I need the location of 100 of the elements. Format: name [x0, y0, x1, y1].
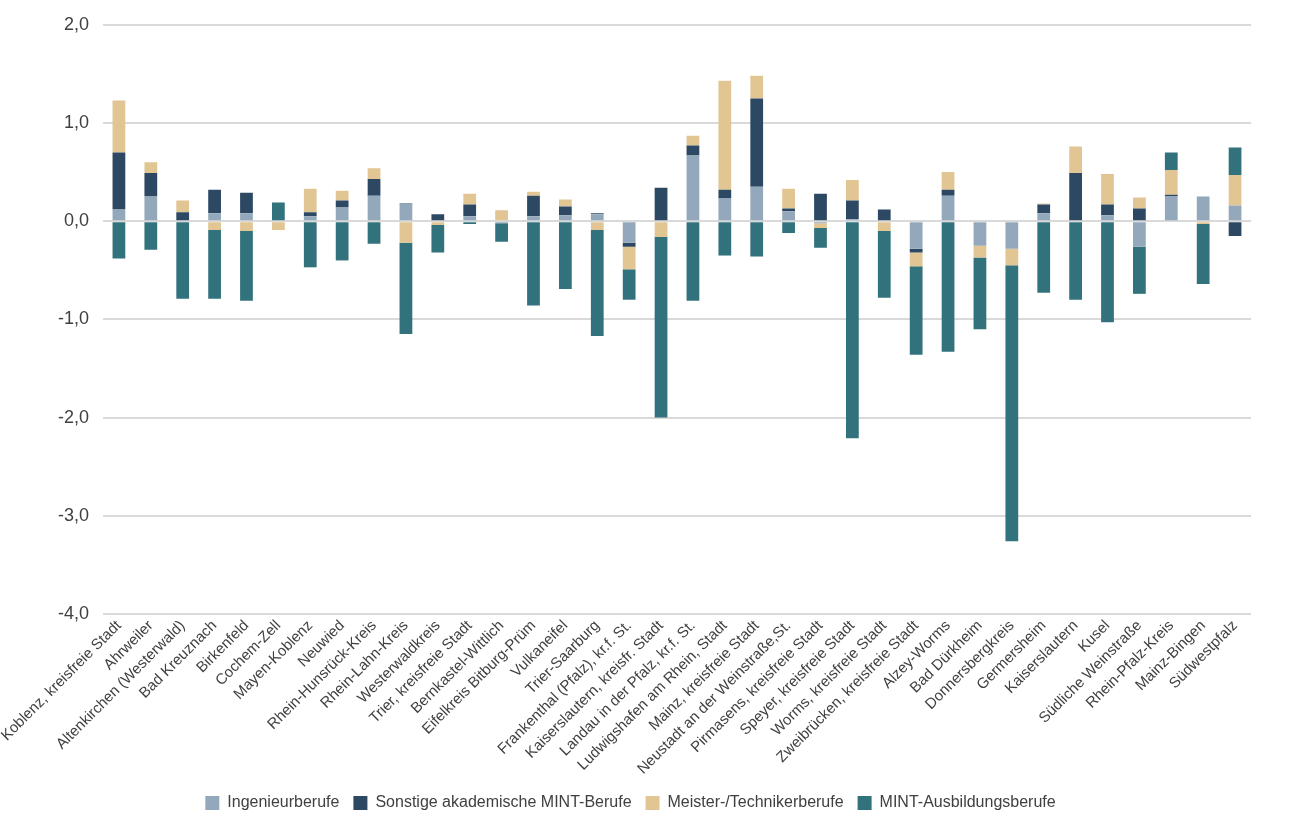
- bar: [1005, 222, 1019, 249]
- bar: [1005, 248, 1019, 266]
- bar: [1133, 246, 1146, 294]
- bar: [1133, 197, 1146, 209]
- bar: [877, 230, 891, 298]
- bar: [463, 204, 477, 217]
- bar: [463, 216, 477, 221]
- bar: [527, 216, 540, 221]
- bar: [559, 215, 572, 221]
- bar: [909, 252, 923, 267]
- bar: [1037, 222, 1051, 293]
- bar: [112, 209, 126, 221]
- bar: [208, 230, 221, 299]
- y-tick-label: -2,0: [57, 406, 89, 427]
- bar: [718, 80, 732, 190]
- bar: [399, 242, 413, 335]
- bar: [303, 188, 317, 213]
- y-tick-label: -3,0: [57, 504, 89, 525]
- bar: [718, 222, 732, 256]
- bar: [814, 228, 827, 248]
- y-tick-label: 1,0: [63, 111, 89, 132]
- bar: [782, 211, 795, 221]
- bar: [112, 100, 126, 153]
- bar: [240, 222, 253, 231]
- bar: [877, 222, 891, 231]
- bar: [1069, 222, 1082, 300]
- bar: [144, 222, 158, 250]
- bar: [208, 222, 221, 231]
- bar: [622, 269, 636, 300]
- bar: [941, 189, 955, 196]
- bar: [750, 186, 764, 221]
- y-tick-label: -4,0: [57, 602, 89, 623]
- bar: [1133, 222, 1146, 247]
- bar: [622, 222, 636, 243]
- bar: [846, 179, 859, 201]
- bar: [750, 98, 764, 187]
- bar: [1101, 204, 1114, 216]
- bar: [240, 213, 253, 221]
- bar: [622, 242, 636, 247]
- bar: [686, 155, 700, 221]
- bar: [1196, 224, 1210, 285]
- bar: [431, 222, 445, 226]
- bar: [303, 212, 317, 217]
- bar: [144, 162, 158, 174]
- bar: [367, 195, 381, 221]
- bar: [367, 222, 381, 244]
- bar: [1164, 152, 1178, 171]
- bar: [176, 212, 190, 221]
- bar: [367, 178, 381, 196]
- bar: [750, 222, 764, 257]
- bar: [399, 222, 413, 243]
- bar: [1069, 173, 1082, 221]
- legend-label: Ingenieurberufe: [227, 793, 340, 811]
- bar: [973, 222, 987, 246]
- bar: [686, 222, 700, 301]
- bar: [367, 168, 381, 179]
- bar: [1228, 205, 1242, 221]
- bar: [559, 206, 572, 216]
- bar: [463, 193, 477, 205]
- bar: [846, 222, 859, 439]
- bar: [814, 223, 827, 229]
- bar: [112, 152, 126, 210]
- bar: [877, 209, 891, 221]
- bar: [208, 189, 221, 214]
- bar: [240, 192, 253, 214]
- bar: [495, 210, 508, 221]
- bar: [782, 208, 795, 212]
- bar: [240, 230, 253, 301]
- bar: [1228, 147, 1242, 176]
- bar: [590, 222, 604, 231]
- bar: [941, 172, 955, 190]
- bar: [527, 191, 540, 196]
- bar: [1164, 170, 1178, 195]
- bar: [335, 222, 349, 261]
- bar: [1196, 196, 1210, 221]
- bar: [941, 222, 955, 352]
- bar: [1101, 174, 1114, 205]
- bar: [590, 214, 604, 221]
- bar: [112, 222, 126, 259]
- bar: [1069, 146, 1082, 174]
- bar: [654, 222, 668, 237]
- legend-label: Meister-/Technikerberufe: [667, 793, 844, 811]
- bar: [718, 198, 732, 221]
- bar: [176, 222, 190, 299]
- bar: [1228, 222, 1242, 236]
- bar: [1037, 204, 1051, 214]
- bar: [271, 202, 285, 221]
- bar: [527, 222, 540, 306]
- bar: [559, 222, 572, 289]
- bar: [654, 236, 668, 418]
- bar: [1005, 265, 1019, 542]
- bar: [1133, 208, 1146, 221]
- bar: [654, 187, 668, 221]
- bar: [431, 214, 445, 221]
- bar: [1101, 222, 1114, 323]
- y-tick-label: 0,0: [63, 210, 89, 231]
- bar: [527, 195, 540, 217]
- legend-label: MINT-Ausbildungsberufe: [879, 793, 1056, 811]
- bar: [399, 204, 413, 221]
- bar: [686, 135, 700, 146]
